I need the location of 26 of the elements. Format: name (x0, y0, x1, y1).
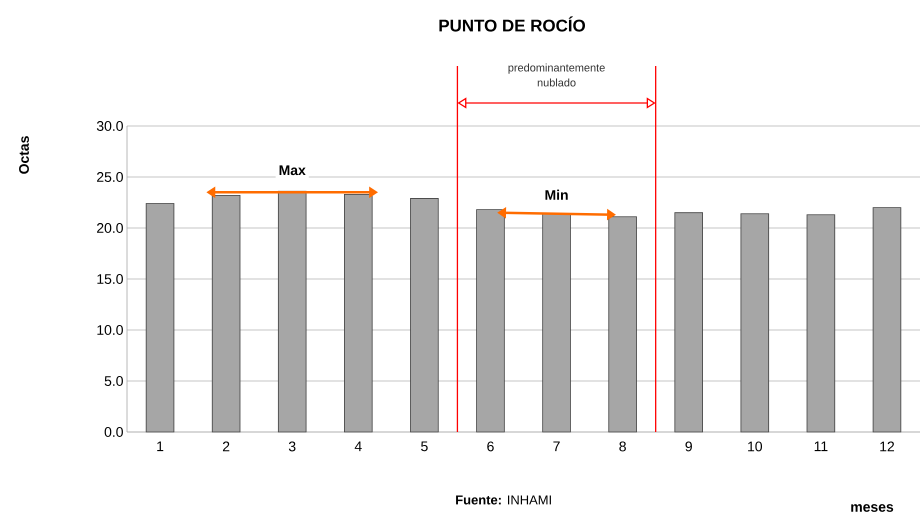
y-tick-label: 30.0 (96, 121, 123, 131)
x-tick-label: 5 (421, 442, 428, 452)
y-tick-label: 0.0 (104, 427, 123, 437)
x-tick-label: 12 (880, 441, 894, 452)
text: predominantemente nublado (508, 64, 605, 86)
chart-title: PUNTO DE ROCÍO (439, 16, 585, 32)
y-axis-title: Octas (19, 136, 29, 174)
x-tick-label: 2 (222, 441, 230, 452)
annotation: Max (280, 165, 306, 176)
x-tick-label: 4 (354, 442, 362, 452)
x-axis-title: meses (851, 504, 894, 512)
y-tick-label: 25.0 (97, 172, 123, 182)
x-tick-label: 9 (685, 441, 692, 452)
text: Fuente: INHAMI (456, 495, 551, 505)
x-tick-label: 7 (553, 442, 560, 452)
x-tick-label: 1 (157, 442, 164, 452)
y-tick-label: 20.0 (97, 223, 123, 233)
annotation: Min (545, 190, 568, 200)
y-tick-label: 5.0 (104, 376, 123, 386)
x-tick-label: 8 (619, 441, 626, 452)
x-tick-label: 10 (748, 441, 762, 452)
x-tick-label: 11 (814, 442, 828, 452)
y-tick-label: 10.0 (97, 325, 123, 335)
x-tick-label: 6 (487, 441, 494, 452)
x-tick-label: 3 (288, 441, 296, 452)
y-tick-label: 15.0 (97, 274, 123, 284)
